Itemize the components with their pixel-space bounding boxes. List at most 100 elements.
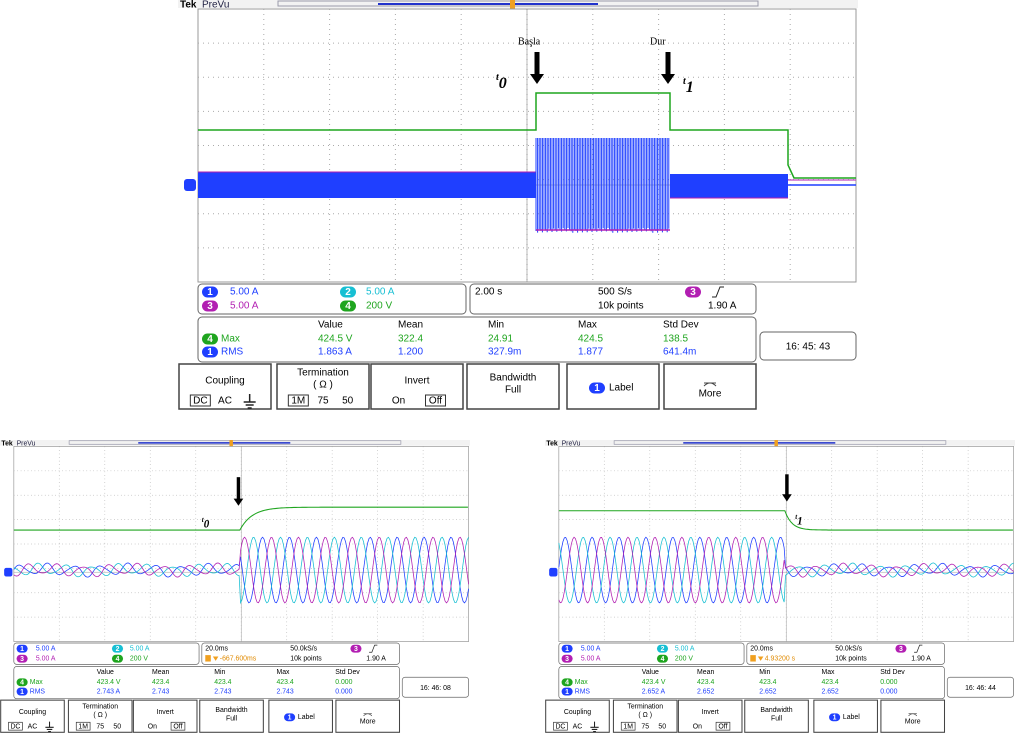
menu-button[interactable] — [566, 363, 660, 410]
channel-number: 1 — [20, 689, 24, 696]
menu-title: Invert — [702, 709, 719, 716]
time-marker-base: t — [202, 516, 205, 524]
menu-button[interactable] — [370, 363, 464, 410]
channel-badge — [656, 654, 669, 663]
menu-title: ( Ω ) — [313, 380, 333, 391]
measurement-value: 424.5 V — [318, 334, 353, 345]
menu-button[interactable] — [0, 699, 65, 733]
time-marker: t1 — [795, 513, 802, 527]
menu-option: 75 — [317, 396, 329, 407]
clock-box — [759, 331, 857, 361]
mode: PreVu — [562, 440, 581, 447]
menu-title: More — [905, 718, 921, 725]
menu-button[interactable] — [612, 699, 678, 733]
menu-title: Termination — [297, 368, 349, 379]
more-icon — [363, 713, 373, 717]
clock: 16: 45: 43 — [786, 342, 831, 353]
horizontal-scale: 20.0ms — [205, 645, 228, 652]
menu-button[interactable] — [663, 363, 757, 410]
measurement-header: Mean — [697, 669, 714, 676]
menu-title: Label — [298, 714, 315, 721]
time-marker-sub: 1 — [797, 515, 803, 527]
time-marker-sub: 0 — [204, 518, 210, 530]
brand: Tek — [546, 440, 557, 447]
menu-button[interactable] — [677, 699, 743, 733]
channel-number: 3 — [899, 646, 903, 653]
menu-button[interactable] — [178, 363, 272, 410]
menu-title: Bandwidth — [490, 373, 537, 384]
record-view — [613, 440, 947, 445]
measurement-value: 2.743 — [214, 688, 231, 695]
timebase-box — [746, 642, 945, 665]
menu-title: ( Ω ) — [638, 712, 652, 719]
measurement-value: 24.91 — [488, 334, 513, 345]
menu-button[interactable] — [813, 699, 878, 733]
arrow-head — [530, 74, 544, 84]
channel-badge — [16, 678, 28, 687]
option-selected — [620, 721, 636, 731]
sample-rate: 500 S/s — [598, 287, 632, 298]
menu-button[interactable] — [744, 699, 809, 733]
menu-button[interactable] — [132, 699, 198, 733]
trigger-offset-icon — [205, 655, 211, 662]
menu-button[interactable] — [268, 699, 333, 733]
channel-badge — [16, 687, 28, 696]
menu-button[interactable] — [335, 699, 401, 733]
menu-option: 1M — [78, 723, 88, 730]
menu-button[interactable] — [67, 699, 133, 733]
channel-badge — [829, 713, 841, 722]
trigger-marker — [229, 440, 233, 447]
menu-title: Full — [771, 716, 783, 723]
measurement-header: Value — [642, 669, 659, 676]
menu-title: More — [699, 389, 722, 400]
measurement-value: 0.000 — [335, 679, 352, 686]
menu-title: Coupling — [19, 709, 46, 716]
trigger-marker — [510, 0, 515, 9]
measurement-value: 327.9m — [488, 347, 521, 358]
arrow-head — [782, 494, 792, 502]
measurement-value: 2.743 — [276, 688, 293, 695]
waveform-phase — [558, 536, 1014, 604]
measurement-header: Value — [318, 320, 343, 331]
time-marker: t1 — [683, 76, 694, 95]
channel-number: 2 — [116, 646, 120, 653]
channel-scale: 200 V — [366, 301, 392, 312]
measurement-header: Mean — [152, 669, 169, 676]
measurement-header: Max — [276, 669, 290, 676]
channel-badge — [561, 678, 573, 687]
arrow-head — [661, 74, 675, 84]
measurement-header: Std Dev — [663, 320, 699, 331]
menu-title: Bandwidth — [760, 707, 792, 714]
measurement-value: 423.4 — [697, 679, 714, 686]
menu-button[interactable] — [276, 363, 370, 410]
menu-button[interactable] — [880, 699, 946, 733]
option-selected — [75, 721, 91, 731]
more-icon — [703, 382, 717, 387]
channel-badge — [561, 687, 573, 696]
channel-number: 4 — [20, 679, 24, 686]
menu-option: 50 — [658, 723, 666, 730]
trigger-offset: 4.93200 s — [765, 655, 796, 662]
channel-badge — [111, 654, 124, 663]
channel-number: 4 — [661, 656, 665, 663]
measurement-header: Min — [214, 669, 225, 676]
option-selected — [287, 394, 309, 407]
option-selected — [8, 721, 23, 731]
menu-title: Full — [505, 385, 521, 396]
measurement-value: 2.652 — [821, 688, 838, 695]
waveform-ch1-band — [670, 174, 788, 198]
channel-box — [558, 642, 745, 665]
measurement-value: 322.4 — [398, 334, 423, 345]
menu-button[interactable] — [466, 363, 560, 410]
channel-scale: 5.00 A — [675, 645, 695, 652]
channel-number: 1 — [288, 714, 292, 721]
menu-button[interactable] — [199, 699, 264, 733]
channel-badge — [589, 382, 605, 394]
menu-button[interactable] — [545, 699, 610, 733]
channel-number: 1 — [833, 714, 837, 721]
measurement-value: 641.4m — [663, 347, 696, 358]
time-marker-base: t — [795, 513, 798, 521]
channel-scale: 5.00 A — [230, 287, 259, 298]
channel-number: 1 — [565, 646, 569, 653]
channel-number: 1 — [207, 287, 213, 298]
